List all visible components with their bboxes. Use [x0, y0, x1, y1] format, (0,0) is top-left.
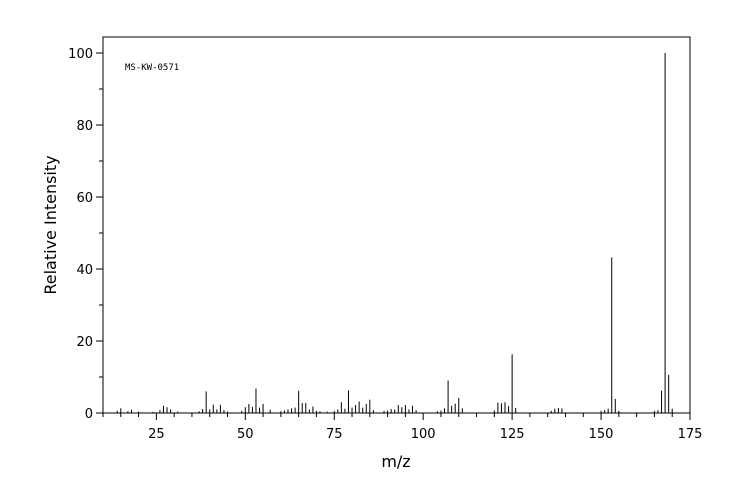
x-tick-label: 100 — [411, 427, 436, 442]
x-tick-label: 25 — [148, 427, 165, 442]
x-tick-label: 50 — [237, 427, 254, 442]
plot-frame — [102, 36, 691, 414]
y-tick-label: 40 — [76, 263, 93, 278]
peaks-group — [116, 53, 673, 413]
x-axis-ticks: 25 50 75 100 125 150 175 — [102, 413, 703, 442]
y-axis-title: Relative Intensity — [41, 155, 60, 294]
x-tick-label: 75 — [326, 427, 343, 442]
y-tick-label: 0 — [85, 407, 93, 422]
y-tick-label: 20 — [76, 335, 93, 350]
x-tick-label: 150 — [589, 427, 614, 442]
x-axis-title: m/z — [381, 452, 410, 471]
y-tick-label: 100 — [68, 47, 93, 62]
y-tick-label: 60 — [76, 191, 93, 206]
spectrum-id-annotation: MS-KW-0571 — [125, 63, 179, 73]
y-axis-ticks: 0 20 40 60 80 100 — [68, 47, 103, 422]
x-tick-label: 125 — [500, 427, 525, 442]
y-tick-label: 80 — [76, 119, 93, 134]
x-tick-label: 175 — [678, 427, 703, 442]
